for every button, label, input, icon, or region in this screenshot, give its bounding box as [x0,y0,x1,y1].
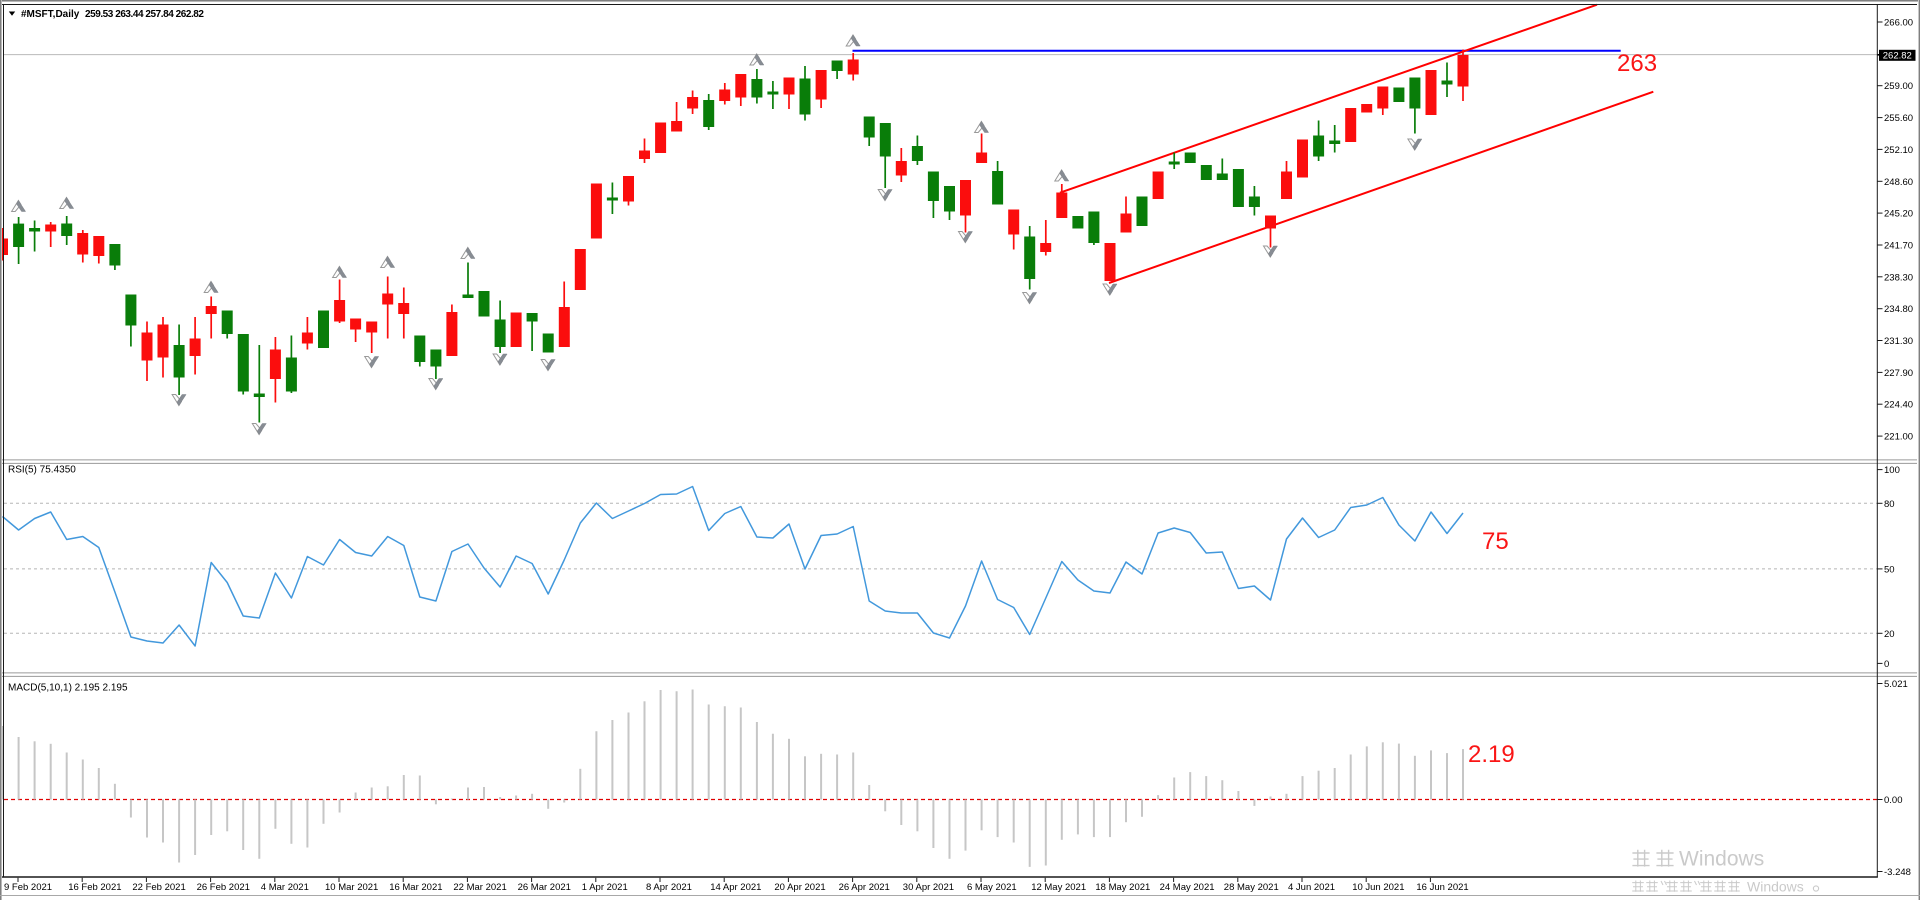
svg-text:231.30: 231.30 [1884,336,1913,347]
svg-text:#MSFT,Daily: #MSFT,Daily [21,9,80,20]
svg-text:234.80: 234.80 [1884,304,1913,315]
svg-text:241.70: 241.70 [1884,241,1913,252]
svg-text:4 Mar 2021: 4 Mar 2021 [261,882,309,893]
svg-text:8 Apr 2021: 8 Apr 2021 [646,882,692,893]
svg-text:26 Feb 2021: 26 Feb 2021 [197,882,250,893]
svg-text:10 Mar 2021: 10 Mar 2021 [325,882,378,893]
svg-text:100: 100 [1884,465,1900,476]
svg-text:22 Mar 2021: 22 Mar 2021 [453,882,506,893]
svg-text:10 Jun 2021: 10 Jun 2021 [1352,882,1404,893]
svg-text:248.60: 248.60 [1884,177,1913,188]
svg-text:12 May 2021: 12 May 2021 [1031,882,1086,893]
svg-text:259.00: 259.00 [1884,81,1913,92]
svg-text:263: 263 [1617,50,1657,77]
svg-text:245.20: 245.20 [1884,209,1913,220]
svg-text:RSI(5) 75.4350: RSI(5) 75.4350 [8,465,76,476]
svg-text:266.00: 266.00 [1884,18,1913,29]
svg-text:18 May 2021: 18 May 2021 [1095,882,1150,893]
svg-text:0.00: 0.00 [1884,795,1903,806]
svg-text:6 May 2021: 6 May 2021 [967,882,1017,893]
svg-text:24 May 2021: 24 May 2021 [1160,882,1215,893]
svg-text:9 Feb 2021: 9 Feb 2021 [4,882,52,893]
svg-text:4 Jun 2021: 4 Jun 2021 [1288,882,1335,893]
svg-text:5.021: 5.021 [1884,679,1908,690]
svg-text:16 Feb 2021: 16 Feb 2021 [68,882,121,893]
svg-text:259.53 263.44 257.84 262.82: 259.53 263.44 257.84 262.82 [85,9,204,20]
svg-text:0: 0 [1884,659,1889,670]
svg-text:262.82: 262.82 [1883,50,1912,61]
svg-text:Windows: Windows [1747,879,1804,895]
svg-text:75: 75 [1482,528,1509,555]
svg-text:20 Apr 2021: 20 Apr 2021 [774,882,825,893]
svg-text:22 Feb 2021: 22 Feb 2021 [132,882,185,893]
svg-text:14 Apr 2021: 14 Apr 2021 [710,882,761,893]
svg-text:50: 50 [1884,564,1895,575]
svg-text:80: 80 [1884,499,1895,510]
svg-text:221.00: 221.00 [1884,432,1913,443]
svg-text:1 Apr 2021: 1 Apr 2021 [582,882,628,893]
svg-text:20: 20 [1884,629,1895,640]
svg-text:28 May 2021: 28 May 2021 [1224,882,1279,893]
svg-text:-3.248: -3.248 [1884,867,1911,878]
svg-text:16 Mar 2021: 16 Mar 2021 [389,882,442,893]
svg-text:255.60: 255.60 [1884,113,1913,124]
svg-text:252.10: 252.10 [1884,145,1913,156]
svg-text:26 Apr 2021: 26 Apr 2021 [839,882,890,893]
svg-text:16 Jun 2021: 16 Jun 2021 [1416,882,1468,893]
svg-text:Windows: Windows [1679,848,1764,871]
svg-text:26 Mar 2021: 26 Mar 2021 [518,882,571,893]
svg-text:2.19: 2.19 [1468,741,1515,768]
svg-text:227.90: 227.90 [1884,368,1913,379]
svg-text:224.40: 224.40 [1884,400,1913,411]
svg-text:MACD(5,10,1) 2.195 2.195: MACD(5,10,1) 2.195 2.195 [8,683,128,694]
svg-text:30 Apr 2021: 30 Apr 2021 [903,882,954,893]
svg-text:238.30: 238.30 [1884,272,1913,283]
